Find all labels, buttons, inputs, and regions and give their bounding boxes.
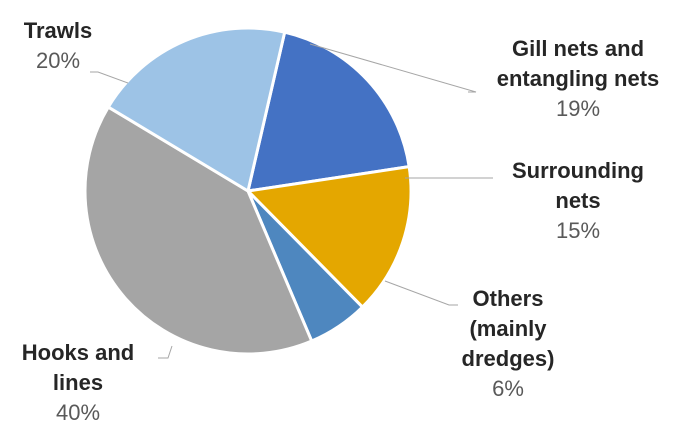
pie-slice-surrounding-nets (244, 164, 413, 310)
slice-label-percent: 20% (36, 48, 80, 73)
slice-label-name: Surrounding (512, 158, 644, 183)
slice-label-percent: 40% (56, 400, 100, 425)
slice-label-name: Hooks and (22, 340, 134, 365)
slice-label-name: (mainly (469, 316, 547, 341)
slice-label-name: entangling nets (497, 66, 660, 91)
slice-label-percent: 6% (492, 376, 524, 401)
slice-label-name: Gill nets and (512, 36, 644, 61)
pie-slice-hooks-and-lines (83, 104, 314, 356)
leader-line (90, 71, 129, 84)
slice-label-percent: 15% (556, 218, 600, 243)
slice-labels: Gill nets and entangling nets 19% Surroundi… (22, 18, 660, 425)
leader-line (384, 280, 458, 306)
slice-label-name: dredges) (462, 346, 555, 371)
slice-label-name: Others (473, 286, 544, 311)
slice-label: Others (mainly dredges) 6% (462, 286, 555, 401)
slice-label: Hooks and lines 40% (22, 340, 134, 425)
leader-lines (90, 43, 493, 359)
slice-label: Surrounding nets 15% (512, 158, 644, 243)
leader-line (158, 345, 173, 359)
pie-slice-gill-nets-and-entangling-nets (246, 30, 411, 193)
slice-label-percent: 19% (556, 96, 600, 121)
slice-label: Trawls 20% (24, 18, 92, 73)
slice-label: Gill nets and entangling nets 19% (497, 36, 660, 121)
pie-slice-trawls (106, 26, 287, 194)
slice-label-name: Trawls (24, 18, 92, 43)
slice-label-name: lines (53, 370, 103, 395)
leader-line (309, 43, 477, 93)
pie-slices (83, 26, 413, 356)
slice-label-name: nets (555, 188, 600, 213)
